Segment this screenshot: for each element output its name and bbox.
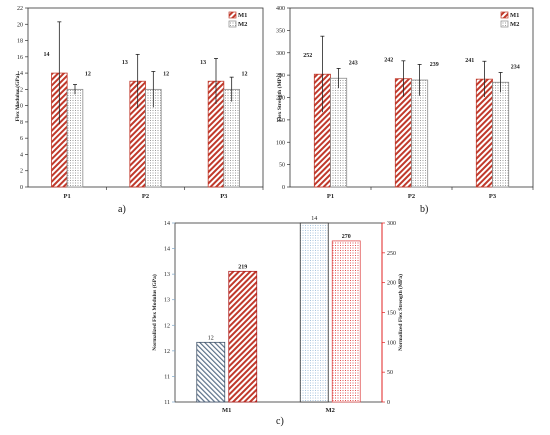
bar-m2-p3: [223, 88, 240, 188]
y-tick-label: 12: [164, 349, 170, 355]
bar-m2-p3: [492, 81, 510, 188]
y-tick-label: 300: [276, 51, 285, 57]
data-label: 12: [242, 71, 248, 77]
x-tick-label: P3: [489, 193, 497, 200]
y-tick-label: 13: [164, 272, 170, 278]
x-tick-label: P1: [64, 193, 71, 200]
y-tick-label: 4: [20, 152, 23, 158]
y-tick-label: 13: [164, 298, 170, 304]
data-label: 252: [303, 53, 312, 59]
y2-tick-label: 200: [387, 281, 396, 287]
y-tick-label: 0: [20, 185, 23, 191]
bar-strength-m1: [228, 270, 258, 403]
y-axis-label: Flex Strength (MPa): [276, 73, 283, 121]
bar-m2-p1: [66, 88, 84, 188]
legend-swatch: [228, 20, 237, 28]
y-axis-label: Normalized Flex Modulus (GPa): [151, 274, 158, 351]
y-tick-label: 12: [17, 87, 23, 93]
data-label: 241: [465, 58, 474, 64]
y2-tick-label: 0: [387, 400, 390, 406]
data-label: 219: [238, 264, 247, 270]
x-tick-label: P2: [408, 193, 415, 200]
bar-m2-p2: [411, 79, 429, 188]
legend-swatch: [500, 11, 509, 19]
y-tick-label: 18: [17, 39, 23, 45]
data-label: 239: [430, 62, 439, 68]
y-tick-label: 11: [164, 400, 170, 406]
data-label: 12: [163, 71, 169, 77]
data-label: 14: [311, 216, 317, 222]
data-label: 242: [384, 58, 393, 64]
data-label: 14: [44, 52, 50, 58]
legend-label: M2: [238, 21, 247, 28]
legend-label: M1: [510, 12, 519, 19]
legend-swatch: [228, 11, 237, 19]
y-tick-label: 12: [164, 323, 170, 329]
y-tick-label: 14: [17, 71, 23, 77]
data-label: 13: [200, 60, 206, 66]
bar-modulus-m2: [299, 222, 329, 403]
y-tick-label: 14: [164, 247, 170, 253]
x-tick-label: P2: [142, 193, 149, 200]
y2-tick-label: 50: [387, 370, 393, 376]
data-label: 270: [342, 234, 351, 240]
y-tick-label: 8: [20, 120, 23, 126]
legend-label: M1: [238, 12, 247, 19]
data-label: 12: [208, 335, 214, 341]
y2-tick-label: 300: [387, 221, 396, 227]
y-tick-label: 150: [276, 118, 285, 124]
x-tick-label: P3: [220, 193, 228, 200]
y-tick-label: 11: [164, 374, 170, 380]
y-tick-label: 6: [20, 136, 23, 142]
y-tick-label: 2: [20, 169, 23, 175]
panel-label: a): [118, 204, 126, 215]
y-tick-label: 16: [17, 55, 23, 61]
x-tick-label: M1: [222, 407, 231, 414]
data-label: 243: [349, 60, 358, 66]
y-tick-label: 20: [17, 22, 23, 28]
legend-label: M2: [510, 21, 519, 28]
panel-label: c): [276, 416, 284, 427]
data-label: 13: [122, 60, 128, 66]
y-tick-label: 100: [276, 140, 285, 146]
y-tick-label: 400: [276, 6, 285, 12]
y2-tick-label: 250: [387, 251, 396, 257]
y-tick-label: 200: [276, 96, 285, 102]
bar-m2-p1: [330, 77, 348, 188]
y-tick-label: 10: [17, 104, 23, 110]
y2-tick-label: 100: [387, 340, 396, 346]
x-tick-label: M2: [326, 407, 335, 414]
legend-swatch: [500, 20, 509, 28]
y-tick-label: 22: [17, 6, 23, 12]
y-tick-label: 350: [276, 28, 285, 34]
y2-axis-label: Normalized Flex Strength (MPa): [397, 274, 404, 351]
panel-label: b): [420, 204, 428, 215]
y2-tick-label: 150: [387, 311, 396, 317]
y-tick-label: 50: [279, 163, 285, 169]
y-tick-label: 14: [164, 221, 170, 227]
x-tick-label: P1: [327, 193, 334, 200]
y-tick-label: 0: [282, 185, 285, 191]
data-label: 234: [511, 64, 520, 70]
y-axis-label: Flex Modulus (GPa): [14, 74, 21, 122]
y-tick-label: 250: [276, 73, 285, 79]
bar-modulus-m1: [196, 341, 226, 403]
bar-strength-m2: [331, 240, 361, 403]
data-label: 12: [85, 71, 91, 77]
